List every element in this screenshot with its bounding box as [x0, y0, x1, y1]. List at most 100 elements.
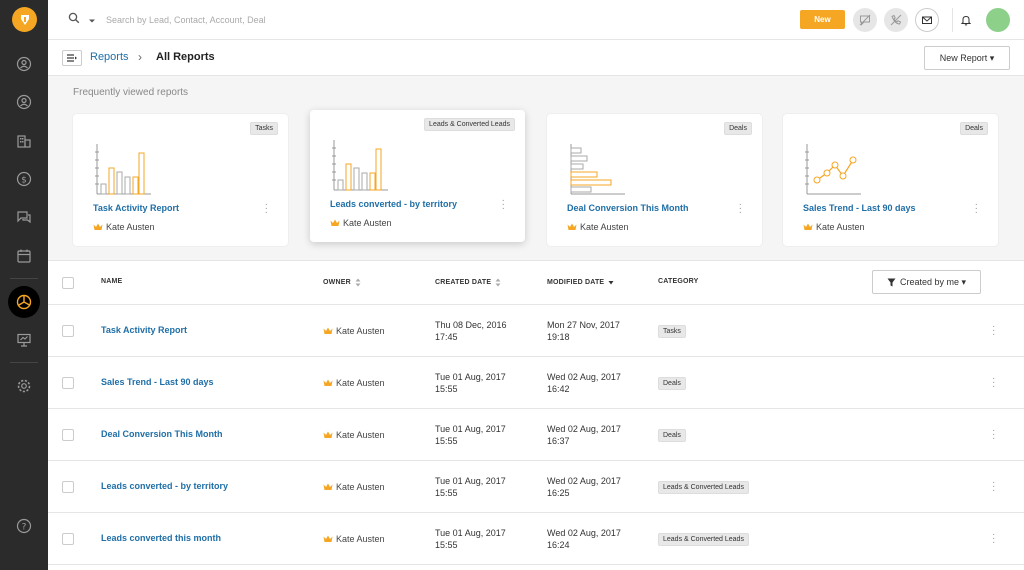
- category-badge: Leads & Converted Leads: [658, 533, 749, 546]
- header-modified-date[interactable]: MODIFIED DATE: [547, 278, 614, 287]
- filter-icon: [887, 278, 896, 286]
- frequently-viewed-title: Frequently viewed reports: [73, 87, 189, 98]
- accounts-nav-icon[interactable]: [12, 129, 36, 153]
- row-checkbox[interactable]: [62, 377, 74, 389]
- messages-nav-icon[interactable]: [12, 205, 36, 229]
- table-row[interactable]: Leads converted this month Kate Austen T…: [48, 513, 1024, 565]
- modified-date: Wed 02 Aug, 2017 16:24: [547, 528, 621, 550]
- bell-icon[interactable]: [954, 8, 978, 32]
- svg-text:?: ?: [22, 523, 27, 533]
- report-card-title[interactable]: Task Activity Report: [93, 203, 180, 213]
- report-card[interactable]: Tasks Task Activity Report Kate Austen ·…: [73, 114, 288, 246]
- deals-nav-icon[interactable]: $: [12, 167, 36, 191]
- category-badge: Leads & Converted Leads: [658, 481, 749, 494]
- breadcrumb: Reports › All Reports New Report ▾: [48, 40, 1024, 76]
- phone-off-icon[interactable]: [884, 8, 908, 32]
- owner-name: Kate Austen: [816, 222, 865, 232]
- row-owner: Kate Austen: [323, 430, 385, 440]
- category-badge: Deals: [658, 429, 686, 442]
- category-badge: Tasks: [658, 325, 686, 338]
- report-card-title[interactable]: Leads converted - by territory: [330, 199, 458, 209]
- user-avatar[interactable]: [986, 8, 1010, 32]
- report-name-link[interactable]: Leads converted this month: [101, 533, 222, 543]
- kebab-menu-icon[interactable]: · · ·: [974, 199, 978, 218]
- filter-label: Created by me ▾: [899, 276, 967, 287]
- search-scope-chevron-down-icon[interactable]: [88, 14, 96, 28]
- new-button[interactable]: New: [800, 10, 845, 29]
- row-kebab-menu-icon[interactable]: · · ·: [992, 529, 996, 548]
- crown-icon: [803, 223, 813, 230]
- row-kebab-menu-icon[interactable]: · · ·: [992, 425, 996, 444]
- owner-name: Kate Austen: [580, 222, 629, 232]
- kebab-menu-icon[interactable]: · · ·: [501, 195, 505, 214]
- page-title: All Reports: [156, 51, 215, 63]
- leads-nav-icon[interactable]: [12, 52, 36, 76]
- row-checkbox[interactable]: [62, 533, 74, 545]
- modified-date: Wed 02 Aug, 2017 16:42: [547, 372, 621, 394]
- menu-toggle-icon[interactable]: [62, 50, 82, 66]
- owner-name: Kate Austen: [336, 378, 385, 388]
- created-date: Tue 01 Aug, 2017 15:55: [435, 528, 506, 550]
- header-created-date[interactable]: CREATED DATE: [435, 278, 501, 287]
- row-checkbox[interactable]: [62, 481, 74, 493]
- created-date: Thu 08 Dec, 2016 17:45: [435, 320, 507, 342]
- table-row[interactable]: Leads converted - by territory Kate Aust…: [48, 461, 1024, 513]
- reports-nav-icon[interactable]: [12, 290, 36, 314]
- app-logo[interactable]: [12, 7, 37, 32]
- row-checkbox[interactable]: [62, 429, 74, 441]
- report-name-link[interactable]: Deal Conversion This Month: [101, 429, 223, 439]
- select-all-checkbox[interactable]: [62, 277, 74, 289]
- search-icon[interactable]: [68, 12, 80, 27]
- report-name-link[interactable]: Leads converted - by territory: [101, 481, 229, 491]
- line-chart-icon: [805, 144, 861, 195]
- breadcrumb-reports-link[interactable]: Reports: [90, 51, 129, 63]
- report-card[interactable]: Deals Deal Conversion This Month Kate Au…: [547, 114, 762, 246]
- header-category[interactable]: CATEGORY: [658, 278, 699, 285]
- kebab-menu-icon[interactable]: · · ·: [738, 199, 742, 218]
- top-bar: New: [48, 0, 1024, 40]
- kebab-menu-icon[interactable]: · · ·: [264, 199, 268, 218]
- report-card-owner: Kate Austen: [803, 222, 865, 232]
- created-by-filter-button[interactable]: Created by me ▾: [872, 270, 981, 294]
- report-card-title[interactable]: Sales Trend - Last 90 days: [803, 203, 916, 213]
- crown-icon: [323, 379, 333, 386]
- report-card[interactable]: Deals Sales Trend - Last 90 days Kate Au…: [783, 114, 998, 246]
- chat-icon[interactable]: [853, 8, 877, 32]
- report-card-title[interactable]: Deal Conversion This Month: [567, 203, 689, 213]
- report-name-link[interactable]: Sales Trend - Last 90 days: [101, 377, 214, 387]
- presentation-nav-icon[interactable]: [12, 328, 36, 352]
- modified-date: Wed 02 Aug, 2017 16:25: [547, 476, 621, 498]
- breadcrumb-separator: ›: [138, 50, 142, 64]
- report-card-owner: Kate Austen: [93, 222, 155, 232]
- row-kebab-menu-icon[interactable]: · · ·: [992, 477, 996, 496]
- category-badge: Deals: [658, 377, 686, 390]
- mail-icon[interactable]: [915, 8, 939, 32]
- table-row[interactable]: Task Activity Report Kate Austen Thu 08 …: [48, 305, 1024, 357]
- report-name-link[interactable]: Task Activity Report: [101, 325, 188, 335]
- table-row[interactable]: Deal Conversion This Month Kate Austen T…: [48, 409, 1024, 461]
- bar-chart-icon: [95, 144, 151, 195]
- global-search-input[interactable]: [106, 10, 526, 30]
- row-checkbox[interactable]: [62, 325, 74, 337]
- table-row[interactable]: Sales Trend - Last 90 days Kate Austen T…: [48, 357, 1024, 409]
- report-card[interactable]: Leads & Converted Leads Leads converted …: [310, 110, 525, 242]
- row-kebab-menu-icon[interactable]: · · ·: [992, 373, 996, 392]
- row-owner: Kate Austen: [323, 482, 385, 492]
- header-owner[interactable]: OWNER: [323, 278, 361, 287]
- new-report-button[interactable]: New Report ▾: [924, 46, 1010, 70]
- row-owner: Kate Austen: [323, 378, 385, 388]
- calendar-nav-icon[interactable]: [12, 244, 36, 268]
- crown-icon: [323, 483, 333, 490]
- header-name[interactable]: NAME: [101, 278, 123, 285]
- owner-name: Kate Austen: [336, 482, 385, 492]
- bar-chart-icon: [332, 140, 388, 191]
- help-icon[interactable]: ?: [12, 514, 36, 538]
- row-kebab-menu-icon[interactable]: · · ·: [992, 321, 996, 340]
- reports-table: NAME OWNER CREATED DATE MODIFIED DATE CA…: [48, 260, 1024, 570]
- settings-nav-icon[interactable]: [12, 374, 36, 398]
- row-owner: Kate Austen: [323, 534, 385, 544]
- row-owner: Kate Austen: [323, 326, 385, 336]
- contacts-nav-icon[interactable]: [12, 90, 36, 114]
- table-header: NAME OWNER CREATED DATE MODIFIED DATE CA…: [48, 261, 1024, 305]
- crown-icon: [567, 223, 577, 230]
